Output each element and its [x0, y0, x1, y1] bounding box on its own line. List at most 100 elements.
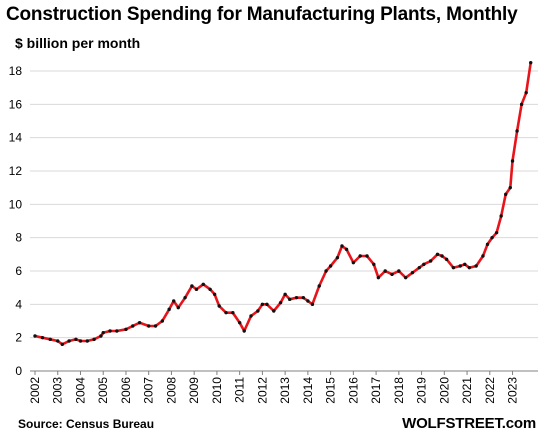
data-point	[56, 339, 60, 343]
y-tick-label: 6	[15, 264, 22, 278]
data-point	[351, 260, 356, 265]
x-tick-label: 2020	[437, 377, 451, 404]
data-point	[272, 309, 276, 313]
data-point	[383, 269, 387, 273]
series-line	[33, 61, 533, 346]
x-tick-label: 2006	[119, 377, 133, 404]
y-tick-label: 16	[9, 97, 23, 111]
data-point	[115, 329, 119, 333]
data-point	[278, 300, 283, 305]
data-point	[190, 284, 194, 288]
data-point	[101, 330, 105, 335]
data-point	[217, 304, 221, 308]
data-point	[183, 295, 187, 300]
data-point	[85, 339, 90, 343]
x-tick-label: 2015	[324, 377, 338, 404]
x-tick-label: 2023	[506, 377, 520, 404]
x-tick-label: 2011	[233, 377, 247, 403]
data-point	[365, 254, 369, 258]
data-point	[340, 244, 344, 248]
data-point	[301, 295, 306, 300]
data-point	[310, 302, 315, 307]
data-point	[440, 254, 444, 258]
data-point	[67, 339, 71, 343]
x-tick-label: 2018	[392, 377, 406, 404]
brand-logo-text: WOLFSTREET.com	[402, 415, 536, 432]
y-tick-label: 0	[15, 364, 22, 378]
data-point	[444, 257, 449, 262]
x-tick-label: 2021	[460, 377, 474, 404]
x-tick-label: 2012	[255, 377, 269, 404]
data-point	[167, 307, 171, 312]
x-tick-label: 2019	[415, 377, 429, 404]
data-point	[524, 90, 528, 95]
data-point	[260, 302, 265, 307]
data-point	[390, 272, 394, 277]
data-point	[467, 265, 472, 270]
data-point	[265, 302, 269, 307]
data-point	[376, 275, 381, 280]
y-tick-label: 14	[9, 131, 23, 145]
data-point	[224, 310, 228, 315]
x-tick-label: 2007	[142, 377, 156, 404]
data-point	[428, 259, 433, 263]
data-point	[256, 309, 260, 313]
chart-subtitle: $ billion per month	[15, 35, 141, 51]
data-point	[231, 310, 235, 315]
data-point	[529, 60, 533, 65]
x-tick-label: 2004	[73, 377, 87, 404]
x-tick-label: 2010	[210, 377, 224, 404]
y-tick-label: 8	[15, 231, 22, 245]
data-point	[510, 159, 515, 163]
data-point	[242, 329, 246, 333]
data-point	[324, 269, 328, 273]
data-point	[137, 320, 142, 325]
data-point	[481, 254, 485, 258]
data-point	[435, 252, 440, 257]
y-tick-label: 4	[15, 297, 22, 311]
data-point	[294, 295, 299, 300]
data-point	[40, 335, 45, 340]
x-tick-label: 2009	[187, 377, 201, 404]
data-point	[508, 185, 512, 190]
data-point	[451, 265, 456, 270]
data-point	[287, 297, 292, 302]
source-note: Source: Census Bureau	[18, 417, 155, 431]
x-tick-label: 2013	[278, 377, 292, 404]
data-point	[463, 262, 467, 267]
data-point	[201, 282, 205, 287]
data-point	[146, 324, 151, 328]
data-point	[194, 287, 199, 292]
x-tick-label: 2005	[96, 377, 110, 404]
data-point	[458, 264, 462, 268]
data-point	[172, 299, 176, 303]
data-point	[48, 337, 52, 342]
data-point	[208, 287, 212, 292]
data-point	[108, 329, 112, 333]
x-tick-label: 2003	[51, 377, 65, 404]
x-tick-label: 2017	[369, 377, 383, 404]
data-point	[317, 284, 321, 288]
data-point	[515, 129, 519, 133]
data-point	[212, 292, 217, 297]
data-point	[344, 247, 349, 252]
data-point	[60, 342, 64, 347]
data-point	[283, 292, 287, 297]
data-point	[74, 337, 78, 342]
data-point	[160, 319, 165, 323]
data-point	[92, 337, 96, 342]
y-tick-label: 2	[15, 331, 22, 345]
data-point	[33, 334, 37, 338]
data-point	[504, 192, 508, 197]
x-tick-label: 2002	[28, 377, 42, 404]
data-point	[78, 339, 83, 343]
y-tick-label: 10	[9, 197, 23, 211]
data-point	[306, 299, 310, 303]
data-point	[519, 102, 524, 107]
x-tick-label: 2008	[164, 377, 178, 404]
x-tick-label: 2016	[346, 377, 360, 404]
data-point	[124, 327, 128, 332]
data-point	[176, 305, 180, 310]
data-point	[490, 235, 494, 240]
